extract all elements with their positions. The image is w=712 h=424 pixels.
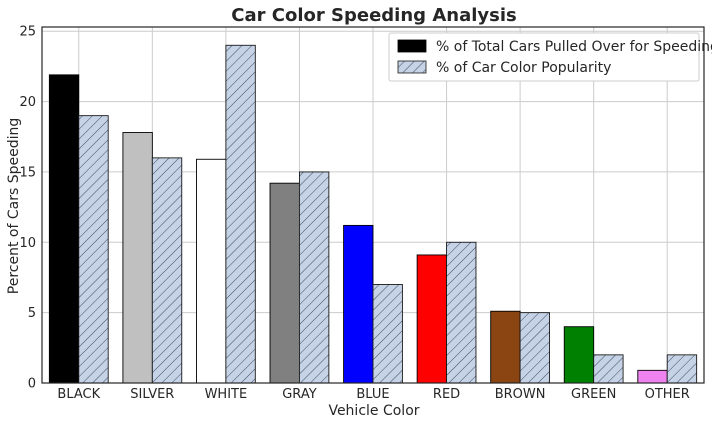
bars xyxy=(48,44,698,384)
bar-popularity-black xyxy=(78,115,109,384)
bar-popularity-green xyxy=(593,354,624,384)
y-tick-label: 0 xyxy=(28,377,36,392)
x-tick-label: OTHER xyxy=(645,387,690,402)
bar-popularity-gray xyxy=(298,171,330,384)
plot-frame xyxy=(41,26,705,384)
bar-speeding-blue xyxy=(343,224,374,384)
y-tick-label: 10 xyxy=(19,236,36,251)
x-tick-label: GREEN xyxy=(571,387,616,402)
legend-swatch-speeding xyxy=(397,39,427,53)
y-axis-title: Percent of Cars Speeding xyxy=(6,118,22,294)
x-axis-title: Vehicle Color xyxy=(328,403,419,419)
legend: % of Total Cars Pulled Over for Speeding… xyxy=(388,32,712,82)
x-tick-label: RED xyxy=(433,387,460,402)
y-tick-label: 20 xyxy=(19,95,36,110)
legend-label-speeding: % of Total Cars Pulled Over for Speeding xyxy=(436,39,712,55)
legend-swatch-popularity xyxy=(397,60,427,74)
bar-popularity-blue xyxy=(372,284,403,384)
bar-popularity-other xyxy=(666,354,698,384)
bar-speeding-other xyxy=(637,369,668,384)
bar-speeding-red xyxy=(416,254,448,384)
x-tick-label: WHITE xyxy=(205,387,248,402)
bar-speeding-green xyxy=(563,326,595,384)
bar-speeding-silver xyxy=(122,132,153,384)
bar-speeding-black xyxy=(48,74,80,384)
x-tick-label: SILVER xyxy=(130,387,174,402)
bar-popularity-red xyxy=(446,241,477,384)
axes: 0 5 10 15 20 25 BLACK SILVER WHITE GRAY BLUE RED BRO… xyxy=(19,25,705,402)
x-tick-label: BLUE xyxy=(356,387,389,402)
legend-frame xyxy=(388,32,700,82)
y-tick-label: 5 xyxy=(28,306,36,321)
bar-speeding-gray xyxy=(269,182,300,384)
chart-title: Car Color Speeding Analysis xyxy=(231,5,516,26)
legend-label-popularity: % of Car Color Popularity xyxy=(436,60,611,76)
bar-speeding-white xyxy=(196,158,227,384)
bar-popularity-silver xyxy=(151,157,183,384)
bar-popularity-brown xyxy=(519,312,550,384)
y-tick-label: 25 xyxy=(19,25,36,40)
x-tick-label: BROWN xyxy=(495,387,546,402)
bar-speeding-brown xyxy=(490,310,521,384)
x-tick-label: GRAY xyxy=(282,387,316,402)
x-tick-label: BLACK xyxy=(57,387,100,402)
bar-popularity-white xyxy=(225,44,256,384)
y-tick-label: 15 xyxy=(19,165,36,180)
